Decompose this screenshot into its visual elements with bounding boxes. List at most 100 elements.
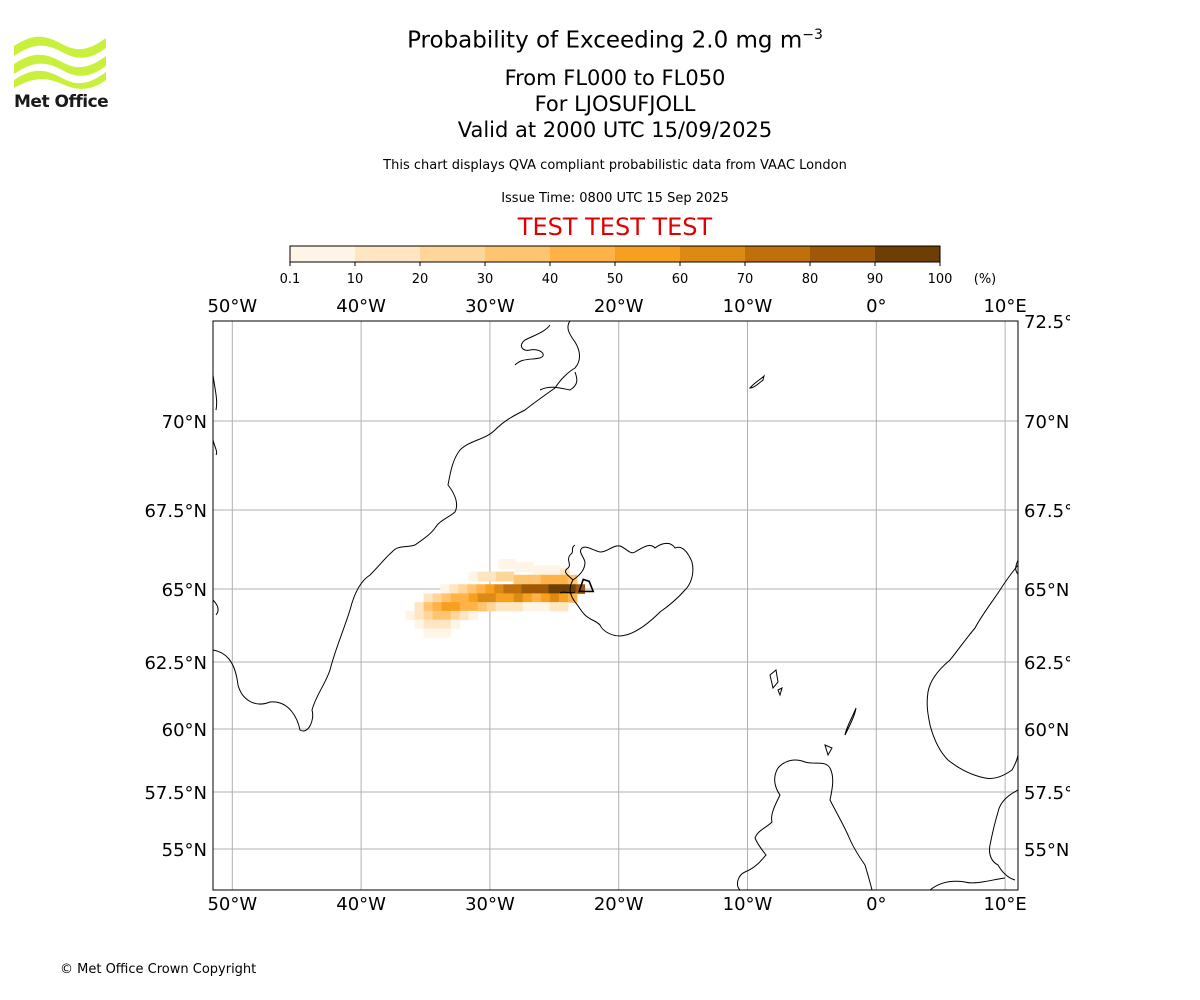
copyright-notice: © Met Office Crown Copyright	[60, 962, 257, 977]
plume-cell	[441, 610, 452, 621]
plume-cell	[549, 574, 560, 585]
colorbar-tick-label: 50	[607, 272, 624, 287]
plume-cell	[468, 571, 479, 582]
plume-cell	[495, 571, 506, 582]
plume-cell	[441, 628, 452, 638]
bottom-longitude-label: 20°W	[594, 894, 644, 915]
colorbar-tick-label: 90	[867, 272, 884, 287]
plume-cell	[540, 593, 551, 603]
coast-faroes	[769, 669, 783, 697]
plume-cell	[423, 628, 434, 638]
plume-cell	[503, 584, 513, 594]
plume-cell	[531, 593, 542, 603]
plume-cell	[530, 584, 541, 594]
issue-time: Issue Time: 0800 UTC 15 Sep 2025	[501, 191, 729, 206]
right-latitude-label: 62.5°N	[1024, 653, 1070, 674]
plume-cell	[441, 593, 452, 603]
plume-cell	[468, 610, 479, 621]
plume-cell	[467, 584, 477, 594]
colorbar-swatch	[290, 246, 356, 262]
bottom-longitude-label: 10°E	[983, 894, 1026, 915]
logo-wordmark: Met Office	[14, 92, 109, 112]
colorbar-tick-label: 0.1	[280, 272, 301, 287]
coast-denmark-sweden	[989, 789, 1018, 881]
top-longitude-label: 40°W	[336, 296, 386, 317]
bottom-longitude-label: 30°W	[465, 894, 515, 915]
top-longitude-label: 50°W	[207, 296, 257, 317]
plume-cell	[513, 593, 524, 603]
colorbar-swatch	[485, 246, 551, 262]
plume-cell	[441, 602, 452, 612]
left-latitude-label: 57.5°N	[144, 783, 207, 804]
colorbar-swatch	[550, 246, 616, 262]
plume-cell	[450, 610, 461, 621]
colorbar-tick-label: 70	[737, 272, 754, 287]
met-office-logo-icon	[14, 36, 106, 89]
plume-cell	[485, 584, 495, 594]
plume-cell	[540, 602, 551, 612]
colorbar-tick-label: 20	[412, 272, 429, 287]
colorbar-swatch	[615, 246, 681, 262]
plume-cell	[522, 593, 533, 603]
top-longitude-label: 20°W	[594, 296, 644, 317]
plume-cell	[513, 574, 524, 585]
plume-cell	[558, 574, 569, 585]
plume-cell	[477, 593, 488, 603]
plume-cell	[414, 602, 425, 612]
top-longitude-label: 10°E	[983, 296, 1026, 317]
plume-cell	[566, 584, 577, 594]
plume-cell	[449, 584, 459, 594]
plume-cell	[450, 602, 461, 612]
plume-cell	[522, 602, 533, 612]
plume-cell	[477, 602, 488, 612]
plume-cell	[512, 584, 522, 594]
bottom-longitude-label: 10°W	[723, 894, 773, 915]
colorbar-tick-label: 60	[672, 272, 689, 287]
colorbar-swatch	[810, 246, 876, 262]
plume-cell	[521, 584, 531, 594]
plume-cell	[459, 593, 470, 603]
plume-cell	[423, 619, 434, 629]
plume-cell	[486, 593, 497, 603]
plume-cell	[504, 571, 515, 582]
plume-cell	[486, 571, 497, 582]
plume-cell	[557, 584, 568, 594]
plume-cell	[423, 610, 434, 621]
coastlines	[213, 321, 1018, 890]
coast-british-isles	[737, 744, 873, 890]
left-latitude-label: 62.5°N	[144, 653, 207, 674]
colorbar-tick-label: 40	[542, 272, 559, 287]
plume-cell	[414, 610, 425, 621]
map-frame	[212, 320, 1019, 891]
top-longitude-label: 0°	[866, 296, 886, 317]
colorbar-swatch	[745, 246, 811, 262]
plume-cell	[558, 593, 569, 603]
colorbar-swatch	[420, 246, 486, 262]
map-axis-labels: 50°W 50°W 40°W 40°W 30°W 30°W 20°W 20°W 10°W 10°W…	[144, 296, 1070, 915]
colorbar-unit-label: (%)	[974, 272, 997, 287]
coast-iceland	[569, 542, 694, 637]
plume-cell	[486, 602, 497, 612]
plume-cell	[414, 619, 425, 629]
volcano-marker-icon	[578, 578, 595, 593]
plume-cell	[440, 584, 450, 594]
left-latitude-label: 60°N	[162, 720, 207, 741]
probability-colorbar: 0.1 10 20 30 40 50 60 70 80 90 100 (%)	[280, 245, 997, 287]
coast-norway	[926, 564, 1018, 779]
right-latitude-label: 55°N	[1024, 840, 1069, 861]
plume-cell	[504, 593, 515, 603]
right-latitude-label: 67.5°N	[1024, 501, 1070, 522]
plume-cell	[515, 562, 525, 573]
plume-cell	[423, 602, 434, 612]
flight-level-range: From FL000 to FL050	[504, 66, 726, 90]
plume-cell	[539, 584, 550, 594]
bottom-longitude-label: 40°W	[336, 894, 386, 915]
plume-cell	[504, 602, 515, 612]
map-gridlines	[213, 321, 1018, 890]
plume-cell	[542, 565, 552, 576]
right-latitude-label: 57.5°N	[1024, 783, 1070, 804]
plume-cell	[441, 619, 452, 629]
test-banner: TEST TEST TEST	[517, 213, 713, 241]
plume-cell	[450, 619, 461, 629]
valid-time: Valid at 2000 UTC 15/09/2025	[457, 118, 773, 142]
